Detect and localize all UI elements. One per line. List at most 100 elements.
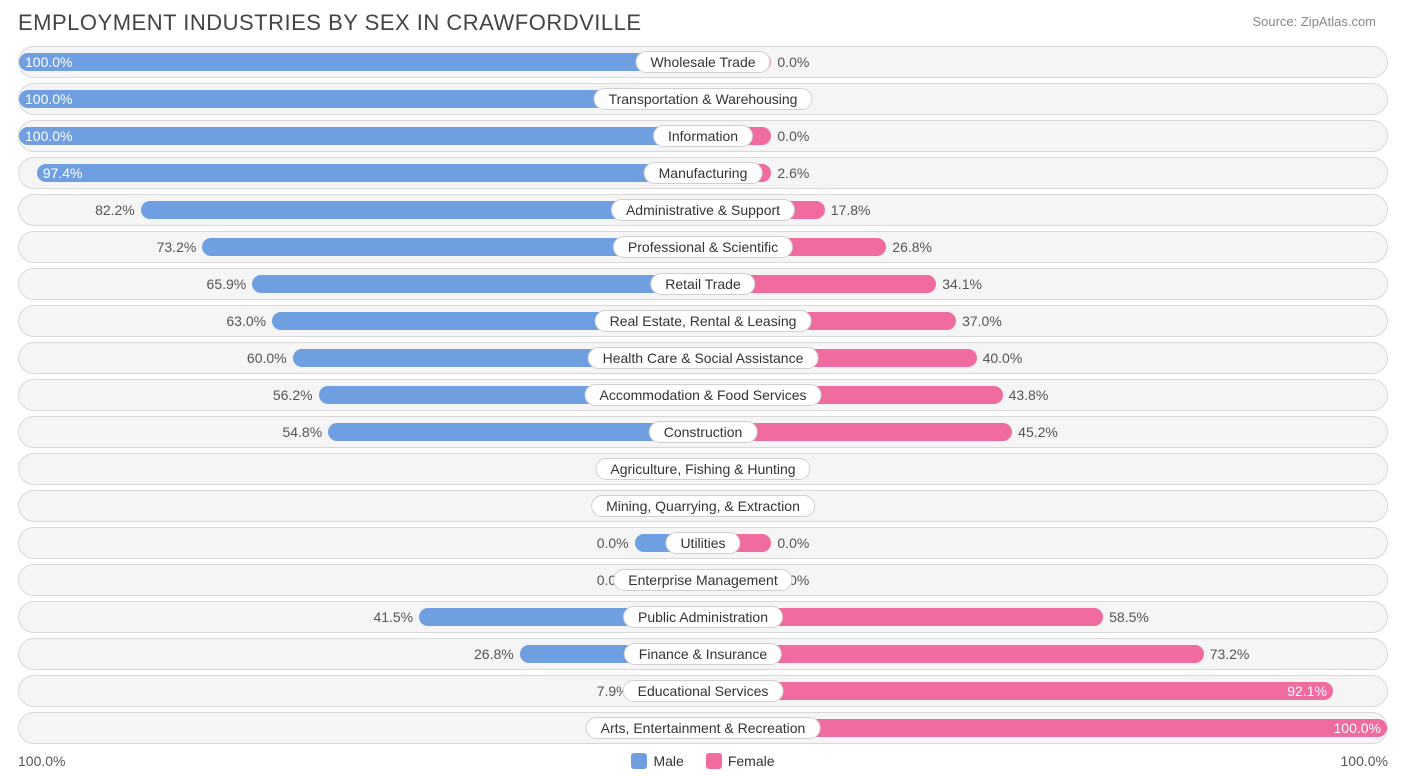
chart-row: 26.8% 73.2% Finance & Insurance — [18, 638, 1388, 670]
category-label: Information — [653, 125, 753, 147]
female-half: 92.1% — [703, 676, 1387, 706]
chart-row: 63.0%37.0%Real Estate, Rental & Leasing — [18, 305, 1388, 337]
female-half: 2.6% — [703, 158, 1387, 188]
chart-row: 60.0% 40.0% Health Care & Social Assistanc… — [18, 342, 1388, 374]
legend-item: Male — [631, 753, 683, 769]
male-half: 41.5% — [19, 602, 703, 632]
male-bar — [252, 275, 703, 293]
chart-row: 100.0% 0.0% Information — [18, 120, 1388, 152]
female-value-label: 40.0% — [977, 350, 1029, 366]
chart-row: 82.2% 17.8% Administrative & Support — [18, 194, 1388, 226]
male-value-label: 54.8% — [276, 424, 328, 440]
axis-right-label: 100.0% — [1341, 753, 1388, 769]
male-bar: 97.4% — [37, 164, 703, 182]
female-value-label: 26.8% — [886, 239, 938, 255]
chart-row: 0.0%100.0%Arts, Entertainment & Recreati… — [18, 712, 1388, 744]
legend-item: Female — [706, 753, 775, 769]
female-value-label: 34.1% — [936, 276, 988, 292]
male-half: 65.9% — [19, 269, 703, 299]
chart-footer: 100.0% Male Female 100.0% — [0, 749, 1406, 769]
female-value-label: 58.5% — [1103, 609, 1155, 625]
chart-row: 100.0% 0.0%Wholesale Trade — [18, 46, 1388, 78]
male-half: 26.8% — [19, 639, 703, 669]
male-value-label: 56.2% — [267, 387, 319, 403]
female-value-label: 0.0% — [771, 128, 815, 144]
chart-row: 73.2%26.8%Professional & Scientific — [18, 231, 1388, 263]
category-label: Public Administration — [623, 606, 783, 628]
male-value-label: 73.2% — [151, 239, 203, 255]
category-label: Administrative & Support — [611, 199, 795, 221]
chart-row: 100.0%0.0%Transportation & Warehousing — [18, 83, 1388, 115]
chart-row: 0.0%0.0%Mining, Quarrying, & Extraction — [18, 490, 1388, 522]
male-half: 73.2% — [19, 232, 703, 262]
female-bar: 92.1% — [703, 682, 1333, 700]
chart-body: 100.0%0.0%Wholesale Trade100.0%0.0%Trans… — [0, 42, 1406, 744]
male-bar: 100.0% — [19, 127, 703, 145]
female-half: 0.0% — [703, 565, 1387, 595]
category-label: Manufacturing — [644, 162, 763, 184]
male-value-label: 0.0% — [591, 535, 635, 551]
female-value-label: 45.2% — [1012, 424, 1064, 440]
category-label: Accommodation & Food Services — [585, 384, 822, 406]
male-half: 82.2% — [19, 195, 703, 225]
category-label: Transportation & Warehousing — [594, 88, 813, 110]
chart-row: 54.8% 45.2% Construction — [18, 416, 1388, 448]
chart-header: EMPLOYMENT INDUSTRIES BY SEX IN CRAWFORD… — [0, 0, 1406, 42]
chart-row: 0.0%0.0%Agriculture, Fishing & Hunting — [18, 453, 1388, 485]
chart-row: 65.9%34.1%Retail Trade — [18, 268, 1388, 300]
category-label: Utilities — [665, 532, 740, 554]
female-half: 0.0% — [703, 47, 1387, 77]
female-half: 73.2% — [703, 639, 1387, 669]
category-label: Finance & Insurance — [624, 643, 782, 665]
category-label: Educational Services — [623, 680, 784, 702]
category-label: Construction — [649, 421, 758, 443]
male-half: 0.0% — [19, 565, 703, 595]
female-half: 34.1% — [703, 269, 1387, 299]
female-half: 45.2% — [703, 417, 1387, 447]
category-label: Arts, Entertainment & Recreation — [586, 717, 821, 739]
category-label: Wholesale Trade — [635, 51, 770, 73]
axis-left-label: 100.0% — [18, 753, 65, 769]
female-value-label: 0.0% — [771, 54, 815, 70]
male-half: 100.0% — [19, 47, 703, 77]
female-value-label: 73.2% — [1204, 646, 1256, 662]
female-half: 17.8% — [703, 195, 1387, 225]
category-label: Real Estate, Rental & Leasing — [595, 310, 812, 332]
category-label: Mining, Quarrying, & Extraction — [591, 495, 815, 517]
male-bar: 100.0% — [19, 53, 703, 71]
female-value-label: 37.0% — [956, 313, 1008, 329]
category-label: Health Care & Social Assistance — [588, 347, 819, 369]
male-bar — [328, 423, 703, 441]
chart-row: 0.0%0.0%Enterprise Management — [18, 564, 1388, 596]
male-value-label: 97.4% — [37, 165, 89, 181]
male-value-label: 65.9% — [201, 276, 253, 292]
male-half: 100.0% — [19, 121, 703, 151]
male-half: 0.0% — [19, 528, 703, 558]
chart-row: 7.9%92.1%Educational Services — [18, 675, 1388, 707]
female-value-label: 17.8% — [825, 202, 877, 218]
legend-label: Female — [728, 753, 775, 769]
legend-swatch — [706, 753, 722, 769]
legend: Male Female — [65, 753, 1340, 769]
category-label: Agriculture, Fishing & Hunting — [595, 458, 810, 480]
male-value-label: 26.8% — [468, 646, 520, 662]
chart-row: 0.0% 0.0% Utilities — [18, 527, 1388, 559]
category-label: Enterprise Management — [613, 569, 792, 591]
female-value-label: 0.0% — [771, 535, 815, 551]
chart-source: Source: ZipAtlas.com — [1252, 10, 1376, 29]
male-value-label: 60.0% — [241, 350, 293, 366]
female-value-label: 100.0% — [1328, 720, 1387, 736]
female-value-label: 43.8% — [1003, 387, 1055, 403]
legend-swatch — [631, 753, 647, 769]
chart-row: 41.5% 58.5% Public Administration — [18, 601, 1388, 633]
male-value-label: 100.0% — [19, 54, 78, 70]
male-value-label: 82.2% — [89, 202, 141, 218]
male-half: 54.8% — [19, 417, 703, 447]
female-half: 0.0% — [703, 121, 1387, 151]
male-half: 7.9% — [19, 676, 703, 706]
male-value-label: 100.0% — [19, 91, 78, 107]
male-half: 97.4% — [19, 158, 703, 188]
chart-row: 56.2% 43.8% Accommodation & Food Services — [18, 379, 1388, 411]
chart-title: EMPLOYMENT INDUSTRIES BY SEX IN CRAWFORD… — [18, 10, 642, 36]
male-value-label: 100.0% — [19, 128, 78, 144]
